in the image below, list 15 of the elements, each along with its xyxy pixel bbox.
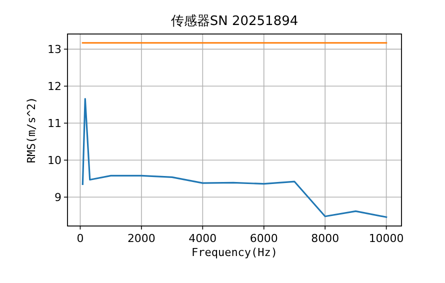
chart-title: 传感器SN 20251894 (170, 14, 298, 29)
y-tick-label: 9 (54, 191, 62, 204)
y-tick-label: 10 (48, 154, 62, 168)
x-tick-label: 6000 (250, 232, 278, 245)
x-tick-label: 0 (76, 232, 84, 245)
y-tick-label: 13 (48, 43, 62, 56)
y-axis-title: RMS(m/s^2) (25, 96, 38, 164)
x-tick-label: 2000 (127, 232, 156, 245)
y-tick-label: 11 (48, 117, 62, 130)
line-series (82, 98, 388, 218)
y-tick-label: 12 (48, 80, 62, 94)
x-tick-label: 8000 (311, 232, 340, 245)
x-axis-title: Frequency(Hz) (191, 246, 278, 259)
x-tick-label: 4000 (188, 232, 217, 245)
x-tick-label: 10000 (368, 232, 404, 245)
